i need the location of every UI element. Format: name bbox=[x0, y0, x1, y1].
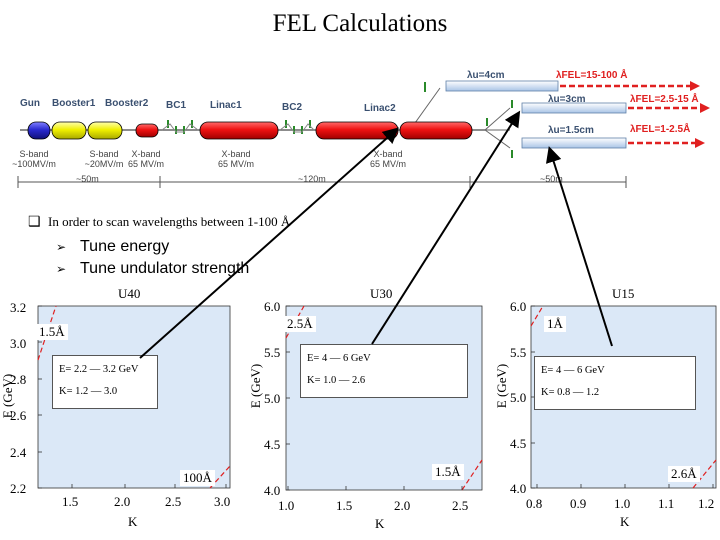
x-tick: 1.5 bbox=[336, 498, 353, 513]
x-axis-label: K bbox=[375, 516, 385, 531]
y-tick: 5.5 bbox=[510, 345, 527, 360]
x-tick: 3.0 bbox=[214, 494, 231, 509]
length-label: ~50m bbox=[76, 174, 99, 184]
y-tick: 2.6 bbox=[10, 408, 27, 423]
x-tick: 2.5 bbox=[452, 498, 469, 513]
wavelength-annotation: 1.5Å bbox=[432, 464, 464, 480]
y-tick: 5.5 bbox=[264, 345, 281, 360]
y-tick: 3.2 bbox=[10, 300, 27, 315]
y-tick: 4.5 bbox=[510, 436, 527, 451]
y-tick: 4.0 bbox=[510, 481, 527, 496]
x-tick: 2.0 bbox=[394, 498, 411, 513]
k-range: K= 1.2 — 3.0 bbox=[59, 386, 118, 397]
x-tick: 2.5 bbox=[165, 494, 182, 509]
undulator-period-label: λu=3cm bbox=[548, 94, 586, 105]
y-tick: 5.0 bbox=[264, 391, 281, 406]
x-tick: 1.1 bbox=[658, 496, 675, 511]
energy-range: E= 4 — 6 GeV bbox=[541, 365, 605, 376]
y-tick: 2.4 bbox=[10, 445, 27, 460]
plot-title: U30 bbox=[370, 286, 393, 301]
bullet-text: In order to scan wavelengths between 1-1… bbox=[48, 214, 291, 229]
length-label: ~120m bbox=[298, 174, 326, 184]
band-label: S-band ~20MV/m bbox=[84, 149, 124, 169]
label-bc1: BC1 bbox=[166, 100, 187, 111]
arrow-bullet-icon: ➢ bbox=[56, 240, 67, 254]
y-tick: 6.0 bbox=[264, 299, 281, 314]
y-tick: 3.0 bbox=[10, 336, 27, 351]
x-axis-label: K bbox=[128, 514, 138, 529]
fel-wavelength-label: λFEL=15-100 Å bbox=[556, 70, 628, 81]
energy-range: E= 2.2 — 3.2 GeV bbox=[59, 364, 139, 375]
range-box: E= 2.2 — 3.2 GeV K= 1.2 — 3.0 bbox=[52, 355, 158, 409]
undulator-u15 bbox=[521, 137, 627, 149]
y-tick: 2.2 bbox=[10, 481, 27, 496]
range-box: E= 4 — 6 GeV K= 0.8 — 1.2 bbox=[534, 356, 696, 410]
band-label: S-band ~100MV/m bbox=[12, 149, 56, 169]
label-booster1: Booster1 bbox=[52, 98, 96, 109]
band-label: X-band 65 MV/m bbox=[369, 149, 406, 169]
bullet-marker: ❑ bbox=[28, 214, 41, 230]
arrow-bullet-icon: ➢ bbox=[56, 262, 67, 276]
undulator-period-label: λu=4cm bbox=[467, 70, 505, 81]
plot-title: U40 bbox=[118, 286, 141, 301]
x-tick: 1.5 bbox=[62, 494, 79, 509]
wavelength-annotation: 1.5Å bbox=[36, 324, 68, 340]
length-label: ~50m bbox=[540, 174, 563, 184]
xband-linearizer bbox=[135, 123, 159, 138]
sub-bullet: Tune energy bbox=[80, 238, 170, 255]
page-title: FEL Calculations bbox=[272, 10, 448, 37]
linac2b bbox=[399, 121, 473, 140]
gun bbox=[27, 121, 51, 140]
plot-u30 bbox=[285, 305, 483, 491]
band-label: X-band 65 MV/m bbox=[217, 149, 254, 169]
x-tick: 1.2 bbox=[698, 496, 715, 511]
undulator-period-label: λu=1.5cm bbox=[548, 125, 594, 136]
y-tick: 2.8 bbox=[10, 372, 27, 387]
range-box: E= 4 — 6 GeV K= 1.0 — 2.6 bbox=[300, 344, 468, 398]
label-linac1: Linac1 bbox=[210, 100, 242, 111]
wavelength-annotation: 1Å bbox=[544, 316, 566, 332]
x-tick: 1.0 bbox=[614, 496, 631, 511]
y-tick: 4.0 bbox=[264, 483, 281, 498]
beamline-diagram bbox=[17, 80, 710, 188]
undulator-u30 bbox=[521, 102, 627, 114]
fel-wavelength-label: λFEL=1-2.5Å bbox=[630, 124, 691, 135]
bc1-chicane bbox=[167, 120, 193, 134]
wavelength-annotation: 2.6Å bbox=[668, 466, 700, 482]
label-gun: Gun bbox=[20, 98, 40, 109]
plot-title: U15 bbox=[612, 286, 635, 301]
undulator-u40 bbox=[445, 80, 559, 92]
x-tick: 1.0 bbox=[278, 498, 295, 513]
label-bc2: BC2 bbox=[282, 102, 303, 113]
x-tick: 0.9 bbox=[570, 496, 587, 511]
linac1 bbox=[199, 121, 279, 140]
y-tick: 6.0 bbox=[510, 299, 527, 314]
label-linac2: Linac2 bbox=[364, 103, 396, 114]
k-range: K= 0.8 — 1.2 bbox=[541, 387, 600, 398]
bc2-chicane bbox=[285, 120, 311, 134]
sub-bullet: Tune undulator strength bbox=[80, 260, 250, 277]
x-tick: 0.8 bbox=[526, 496, 543, 511]
k-range: K= 1.0 — 2.6 bbox=[307, 375, 366, 386]
fel-wavelength-label: λFEL=2.5-15 Å bbox=[630, 94, 699, 105]
y-tick: 5.0 bbox=[510, 390, 527, 405]
booster1b bbox=[87, 121, 123, 140]
wavelength-annotation: 100Å bbox=[180, 470, 215, 486]
label-booster2: Booster2 bbox=[105, 98, 149, 109]
x-axis-label: K bbox=[620, 514, 630, 529]
booster1 bbox=[51, 121, 87, 140]
energy-range: E= 4 — 6 GeV bbox=[307, 353, 371, 364]
x-tick: 2.0 bbox=[114, 494, 131, 509]
band-label: X-band 65 MV/m bbox=[127, 149, 164, 169]
wavelength-annotation: 2.5Å bbox=[284, 316, 316, 332]
y-tick: 4.5 bbox=[264, 437, 281, 452]
